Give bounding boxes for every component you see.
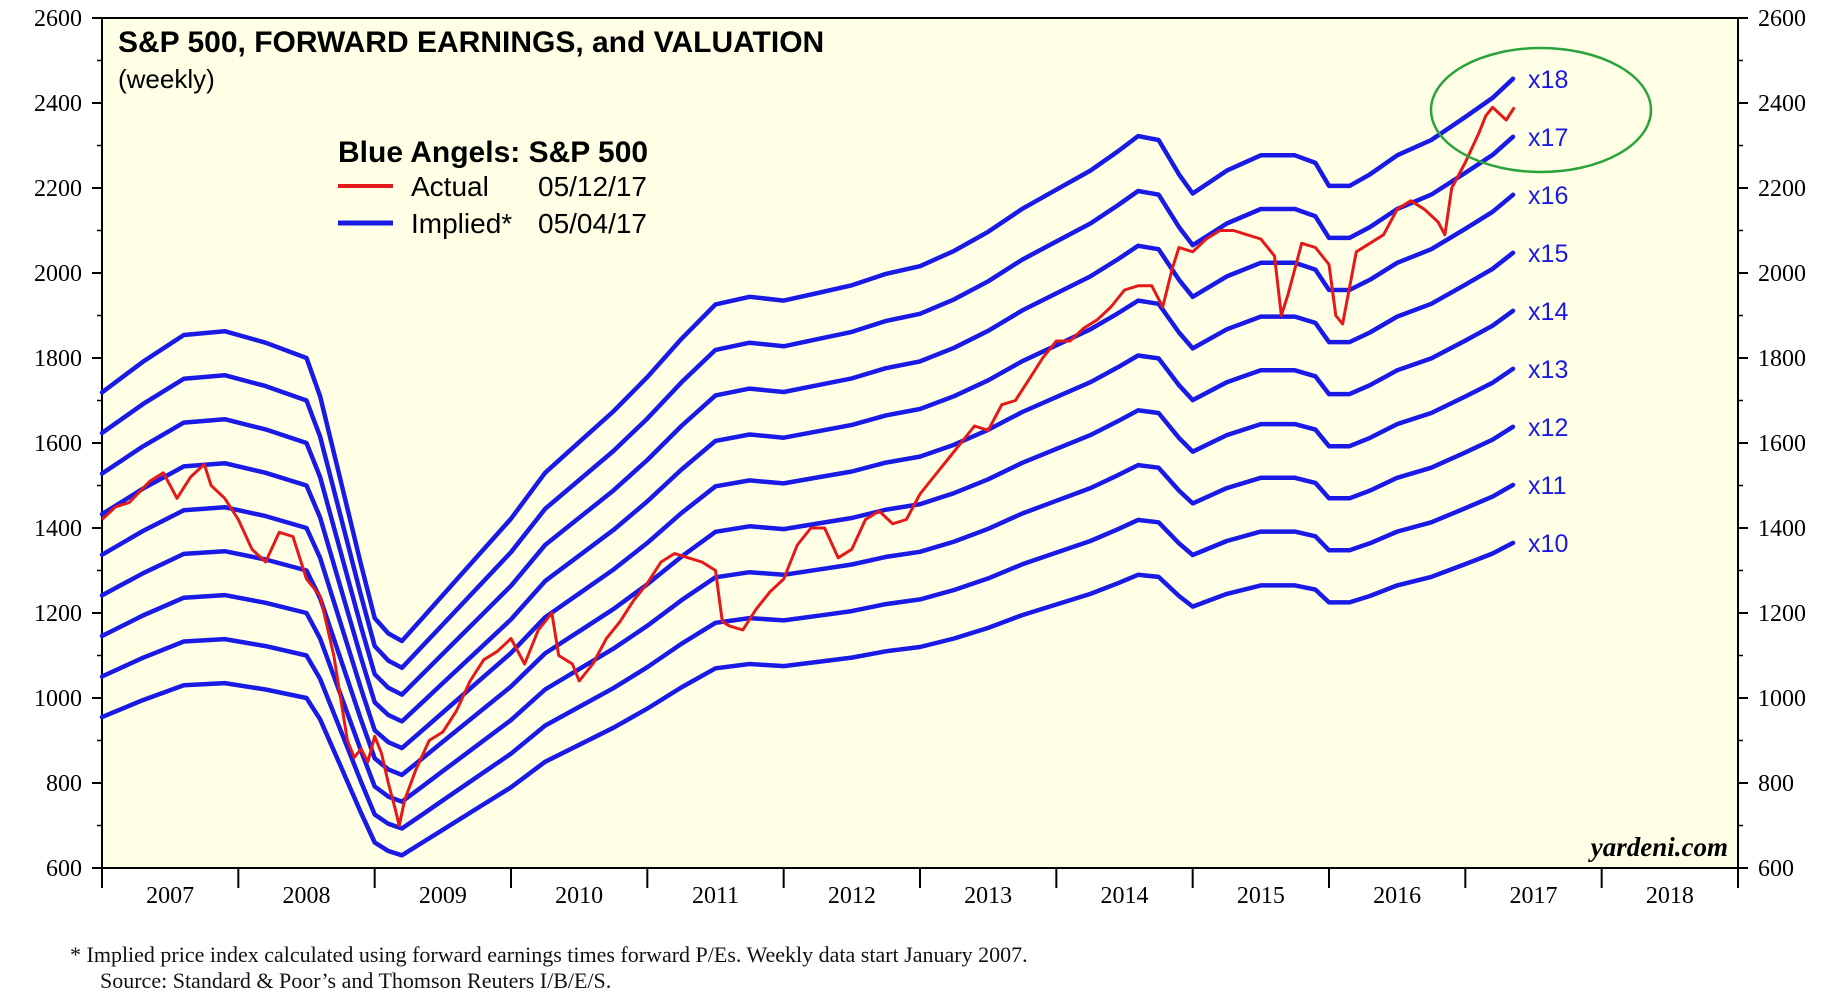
y-tick-label-left: 2000 [34,261,82,287]
y-tick-label-right: 2200 [1758,176,1806,202]
x-tick-label: 2012 [828,883,876,909]
x-tick-label: 2010 [555,883,603,909]
line-label-x14: x14 [1528,298,1568,326]
line-label-x16: x16 [1528,182,1568,210]
chart-title: S&P 500, FORWARD EARNINGS, and VALUATION [118,26,824,59]
watermark: yardeni.com [1588,832,1728,862]
x-tick-label: 2009 [419,883,467,909]
implied-line-x18 [99,76,1516,644]
y-tick-label-right: 1200 [1758,601,1806,627]
y-tick-label-right: 1400 [1758,516,1806,542]
legend-actual-date: 05/12/17 [538,171,647,202]
x-tick-label: 2013 [964,883,1012,909]
y-tick-label-left: 1400 [34,516,82,542]
footnote-line-1: * Implied price index calculated using f… [70,942,1028,967]
y-tick-label-left: 600 [46,856,82,882]
line-label-x11: x11 [1528,472,1566,500]
y-tick-label-left: 2400 [34,91,82,117]
line-label-x10: x10 [1528,530,1568,558]
x-tick-label: 2015 [1237,883,1285,909]
line-label-x13: x13 [1528,356,1568,384]
line-labels: x10 x11 x12 x13 x14 x15 x16 x17 x18 [1528,66,1568,558]
actual-line [100,105,1516,827]
implied-line-x17 [99,134,1516,671]
x-tick-label: 2017 [1510,883,1558,909]
implied-line-x13 [99,366,1516,778]
x-tick-label: 2008 [283,883,331,909]
line-label-x12: x12 [1528,414,1568,442]
legend-actual-label: Actual [411,171,489,202]
y-tick-label-left: 800 [46,771,82,797]
legend-title: Blue Angels: S&P 500 [338,136,648,169]
implied-lines [99,76,1516,858]
y-tick-label-left: 1800 [34,346,82,372]
x-tick-label: 2018 [1646,883,1694,909]
x-tick-label: 2011 [692,883,739,909]
line-label-x18: x18 [1528,66,1568,94]
y-tick-label-right: 1800 [1758,346,1806,372]
x-tick-label: 2016 [1373,883,1421,909]
y-tick-label-right: 2400 [1758,91,1806,117]
legend: Blue Angels: S&P 500 Actual 05/12/17 Imp… [338,136,648,239]
actual-line-group [100,105,1516,827]
chart-subtitle: (weekly) [118,64,215,94]
y-tick-label-left: 1000 [34,686,82,712]
x-axis: 2007 2008 2009 2010 2011 2012 2013 2014 2015 2016… [101,868,1739,909]
y-tick-label-right: 600 [1758,856,1794,882]
x-tick-label: 2007 [146,883,194,909]
implied-line-x12 [99,424,1516,804]
y-tick-label-right: 800 [1758,771,1794,797]
implied-line-x11 [99,482,1516,831]
y-tick-label-left: 1200 [34,601,82,627]
x-tick-label: 2014 [1101,883,1149,909]
y-tick-label-right: 2600 [1758,6,1806,32]
implied-line-x15 [99,250,1516,724]
implied-line-x16 [99,192,1516,697]
line-label-x17: x17 [1528,124,1568,152]
y-tick-label-left: 1600 [34,431,82,457]
legend-implied-date: 05/04/17 [538,208,647,239]
y-tick-label-right: 2000 [1758,261,1806,287]
footnote-line-2: Source: Standard & Poor’s and Thomson Re… [100,968,612,993]
y-tick-label-right: 1600 [1758,431,1806,457]
y-axis-left: 600 800 1000 1200 1400 1600 1800 2000 2200 2400 26… [34,6,102,882]
y-tick-label-left: 2600 [34,6,82,32]
y-tick-label-left: 2200 [34,176,82,202]
line-label-x15: x15 [1528,240,1568,268]
valuation-chart: 600 800 1000 1200 1400 1600 1800 2000 2200 2400 26… [34,6,1806,909]
implied-line-x14 [99,308,1516,751]
highlight-ellipse [1429,46,1653,174]
legend-implied-label: Implied* [411,208,512,239]
y-axis-right: 600 800 1000 1200 1400 1600 1800 2000 2200 2400 26… [1738,6,1806,882]
y-tick-label-right: 1000 [1758,686,1806,712]
implied-line-x10 [99,540,1516,858]
